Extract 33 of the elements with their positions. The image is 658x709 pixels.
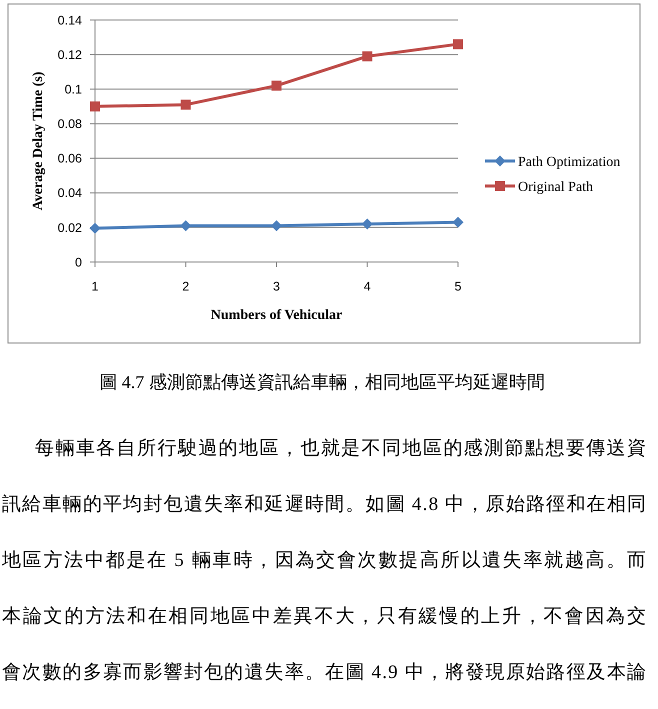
point xyxy=(362,218,373,230)
text: 每輛車各自所行駛過的地區，也就是不同地區的感測節點想要傳送資 xyxy=(35,438,646,459)
legend-label: Path Optimization xyxy=(518,154,620,170)
caption: 圖 4.7 感測節點傳送資訊給車輛，相同地區平均延遲時間 xyxy=(99,372,545,392)
x-tick-label: 2 xyxy=(182,279,190,294)
point xyxy=(452,216,464,228)
y-tick-label: 0.08 xyxy=(58,117,82,132)
x-tick-label: 4 xyxy=(364,279,371,294)
point xyxy=(90,222,100,234)
y-tick-label: 0.14 xyxy=(58,13,82,28)
legend-label: Original Path xyxy=(518,180,594,195)
y-tick-label: 0 xyxy=(75,255,82,270)
y-tick-label: 0.06 xyxy=(58,152,82,166)
y-tick-label: 0.04 xyxy=(58,186,82,200)
x-tick-label: 5 xyxy=(454,279,462,294)
y-axis-title: Average Delay Time (s) xyxy=(31,71,46,210)
text: 會次數的多寡而影響封包的遺失率。在圖 4.9 中，將發現原始路徑及本論 xyxy=(2,661,646,683)
text: 本論文的方法和在相同地區中差異不大，只有緩慢的上升，不會因為交 xyxy=(2,605,646,627)
x-tick-label: 1 xyxy=(92,279,99,294)
point xyxy=(362,51,372,62)
point xyxy=(272,80,282,91)
y-tick-label: 0.02 xyxy=(58,220,82,235)
x-tick-label: 3 xyxy=(273,279,280,294)
y-tick-label: 0.12 xyxy=(58,48,82,62)
point xyxy=(180,100,191,110)
y-tick-label: 0.1 xyxy=(64,82,82,97)
x-axis-title: Numbers of Vehicular xyxy=(210,308,342,323)
point xyxy=(180,220,192,232)
point xyxy=(271,220,282,232)
point xyxy=(90,101,100,112)
text: 地區方法中都是在 5 輛車時，因為交會次數提高所以遺失率就越高。而 xyxy=(1,549,646,571)
text: 訊給車輛的平均封包遺失率和延遲時間。如圖 4.8 中，原始路徑和在相同 xyxy=(2,493,646,515)
point xyxy=(453,39,463,50)
